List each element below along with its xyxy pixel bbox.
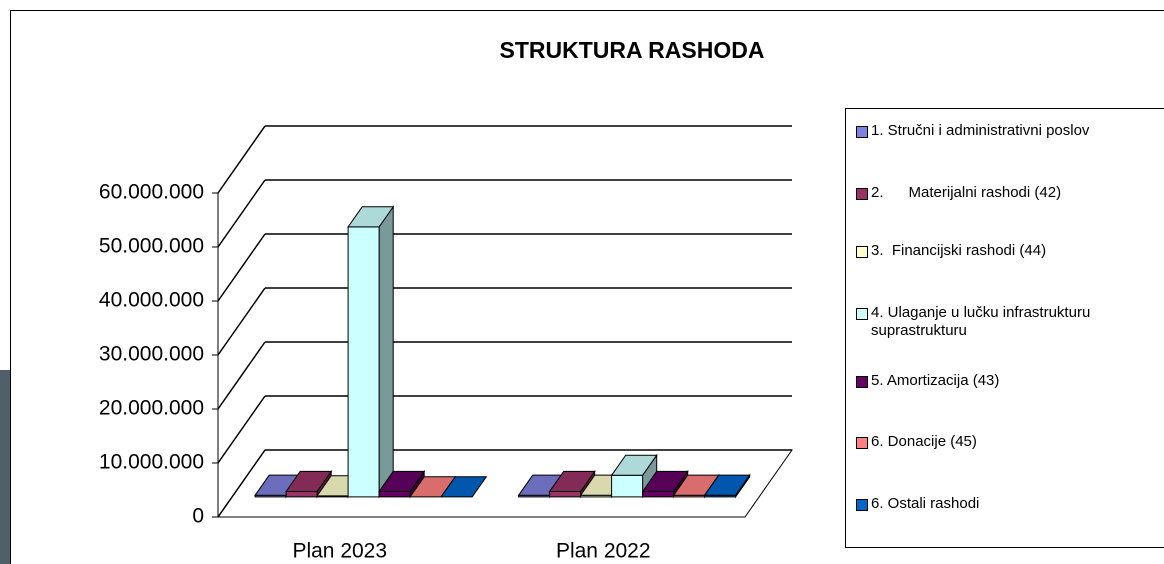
bar [611,474,644,498]
legend: 1. Stručni i administrativni poslov 2. Ma… [845,108,1164,548]
legend-swatch [856,437,868,449]
legend-label: 6. Donacije (45) [871,433,977,450]
bar-top [347,206,395,228]
legend-swatch [856,499,868,511]
legend-label: 6. Ostali rashodi [871,495,980,512]
legend-swatch [856,188,868,200]
legend-item: 4. Ulaganje u lučku infrastrukturu supra… [856,304,1164,340]
bar-top [641,470,689,492]
y-tick-label: 30.000.000 [99,343,204,366]
y-tick-label: 0 [192,505,204,528]
legend-item: 6. Ostali rashodi [856,495,1164,513]
legend-item: 6. Donacije (45) [856,433,1164,451]
bar [642,491,675,498]
y-tick-label: 10.000.000 [99,451,204,474]
bar-top [548,470,596,492]
legend-label: 2. Materijalni rashodi (42) [871,184,1062,201]
bar [285,491,318,498]
y-tick-label: 40.000.000 [99,289,204,312]
legend-swatch [856,376,868,388]
bar-top [285,470,333,492]
x-tick-label: Plan 2023 [292,540,387,563]
bar-side [378,205,394,499]
legend-item: 1. Stručni i administrativni poslov [856,122,1164,140]
grid-line-side [217,287,266,356]
grid-line-side [217,395,266,464]
bar-top [703,474,751,496]
legend-swatch [856,126,868,138]
grid-line-side [217,125,266,194]
legend-item: 5. Amortizacija (43) [856,372,1164,390]
legend-label: 3. Financijski rashodi (44) [871,242,1047,259]
legend-label: 1. Stručni i administrativni poslov [871,122,1090,139]
bar [378,491,411,498]
grid-line-side [217,341,266,410]
y-tick-label: 60.000.000 [99,181,204,204]
background-photo-strip [0,370,12,564]
x-tick-label: Plan 2022 [556,540,651,563]
bar-top [610,454,658,476]
bar-top [378,470,426,492]
grid-line-side [217,233,266,302]
legend-swatch [856,308,868,320]
y-tick-label: 50.000.000 [99,235,204,258]
bar [549,491,582,498]
chart-title: STRUKTURA RASHODA [500,37,765,63]
legend-swatch [856,246,868,258]
legend-label: 4. Ulaganje u lučku infrastrukturu supra… [871,304,1095,339]
grid-line-side [217,179,266,248]
grid-line-side [217,449,266,518]
legend-item: 3. Financijski rashodi (44) [856,242,1164,260]
y-tick-label: 20.000.000 [99,397,204,420]
bar [347,226,380,498]
bar-top [440,476,488,498]
legend-label: 5. Amortizacija (43) [871,372,1000,389]
legend-item: 2. Materijalni rashodi (42) [856,184,1164,202]
